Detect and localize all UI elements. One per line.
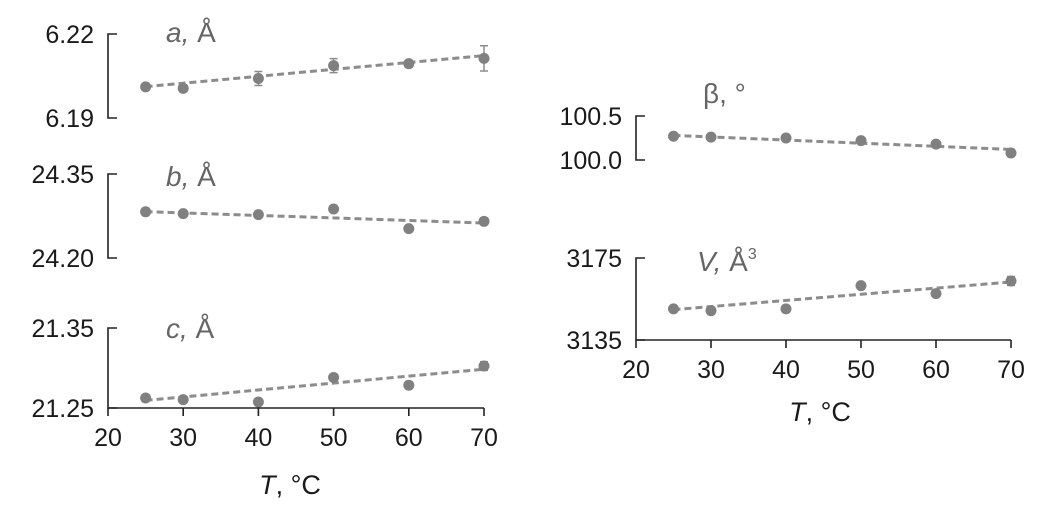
data-point	[478, 215, 490, 227]
x-axis-title: T, °C	[259, 470, 321, 500]
data-point	[930, 138, 942, 150]
panel-label-symbol: c,	[166, 313, 188, 344]
panel-label-beta: β, °	[703, 78, 746, 109]
x-tick-label: 70	[470, 424, 498, 452]
data-point	[930, 288, 942, 300]
data-point	[403, 223, 415, 235]
x-tick-label: 40	[244, 424, 272, 452]
data-point	[252, 73, 264, 85]
data-point	[252, 396, 264, 408]
data-point	[478, 52, 490, 64]
y-axis-c	[107, 327, 117, 409]
panel-label-superscript: 3	[748, 246, 757, 263]
fit-line-a	[145, 54, 485, 89]
y-tick-label-c: 21.25	[31, 395, 94, 423]
x-tick-label: 70	[997, 356, 1025, 384]
data-point	[855, 280, 867, 292]
x-axis-left: 20 30 40 50 60 70 T, °C	[94, 407, 498, 500]
panel-a: 6.19 6.22 a, Å	[45, 17, 490, 133]
data-point	[252, 209, 264, 221]
data-point	[140, 392, 152, 404]
data-point	[668, 130, 679, 142]
x-tick-label: 30	[697, 356, 725, 384]
y-tick-label-c: 21.35	[31, 315, 94, 343]
y-axis-a	[107, 33, 117, 119]
data-point	[1005, 275, 1017, 287]
data-point	[668, 303, 679, 315]
x-axis-title-unit: , °C	[806, 397, 851, 427]
panel-label-symbol: b,	[166, 161, 189, 192]
fit-line-c	[145, 367, 485, 402]
data-point	[328, 60, 340, 72]
x-axis-title-symbol: T	[789, 397, 808, 427]
panel-V: 3135 3175 V, Å3	[566, 245, 1017, 355]
data-point	[478, 360, 490, 372]
x-tick-label: 60	[395, 424, 423, 452]
data-point	[177, 82, 189, 94]
x-tick-label: 50	[847, 356, 875, 384]
x-tick-label: 20	[622, 356, 650, 384]
data-point	[140, 206, 152, 218]
x-tick-label: 40	[772, 356, 800, 384]
panel-label-unit: Å	[721, 246, 748, 277]
data-point	[328, 371, 340, 383]
panel-c: 21.25 21.35 c, Å	[31, 313, 490, 423]
data-point	[177, 208, 189, 220]
x-axis-title: T, °C	[789, 397, 851, 427]
x-tick-label: 60	[922, 356, 950, 384]
x-axis-line	[107, 407, 485, 416]
y-tick-label-a: 6.22	[45, 21, 94, 49]
y-axis-V	[635, 257, 645, 341]
data-point	[705, 131, 717, 143]
y-tick-label-beta: 100.0	[559, 147, 622, 175]
panel-label-symbol: a,	[166, 17, 189, 48]
panel-label-unit: Å	[189, 161, 216, 192]
y-tick-label-b: 24.35	[31, 161, 94, 189]
y-tick-label-b: 24.20	[31, 245, 94, 273]
data-point	[780, 132, 792, 144]
data-point	[403, 379, 415, 391]
x-tick-label: 20	[94, 424, 122, 452]
data-point	[177, 394, 189, 406]
panel-label-unit: β, °	[703, 78, 746, 109]
x-tick-label: 30	[169, 424, 197, 452]
panel-b: 24.20 24.35 b, Å	[31, 161, 490, 273]
panel-label-unit: Å	[189, 17, 216, 48]
x-axis-right: 20 30 40 50 60 70 T, °C	[622, 339, 1025, 427]
fit-line-V	[673, 280, 1012, 312]
data-point	[855, 135, 867, 147]
panel-label-unit: Å	[188, 313, 215, 344]
y-tick-label-V: 3135	[566, 327, 622, 355]
y-tick-label-beta: 100.5	[559, 103, 622, 131]
y-axis-b	[107, 173, 117, 259]
panel-label-symbol: V,	[697, 246, 721, 277]
data-point	[705, 305, 717, 317]
data-point	[328, 203, 340, 215]
panel-beta: 100.0 100.5 β, °	[559, 78, 1017, 175]
data-point	[403, 58, 415, 70]
data-point	[1005, 147, 1017, 159]
x-axis-line	[635, 339, 1012, 348]
x-tick-label: 50	[320, 424, 348, 452]
panel-label-V: V, Å3	[697, 246, 757, 277]
panel-label-a: a, Å	[166, 17, 216, 48]
panel-label-b: b, Å	[166, 161, 216, 192]
x-axis-title-unit: , °C	[276, 470, 321, 500]
data-point	[140, 81, 152, 93]
data-point	[780, 303, 792, 315]
panel-label-c: c, Å	[166, 313, 215, 344]
y-tick-label-V: 3175	[566, 245, 622, 273]
y-axis-beta	[635, 115, 645, 161]
fit-line-b	[145, 210, 485, 225]
x-axis-title-symbol: T	[259, 470, 278, 500]
fit-line-beta	[673, 133, 1012, 151]
y-tick-label-a: 6.19	[45, 105, 94, 133]
